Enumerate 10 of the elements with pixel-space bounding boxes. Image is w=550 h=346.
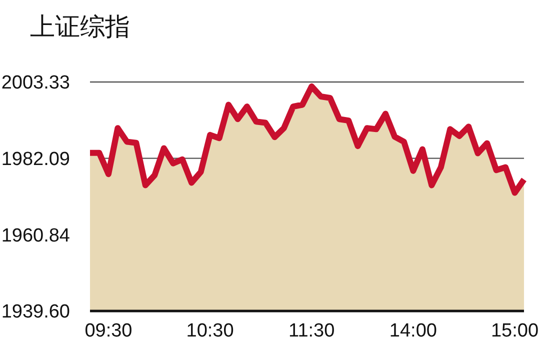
x-tick-label: 15:00 — [490, 320, 539, 342]
y-tick-label: 1939.60 — [1, 302, 70, 323]
chart-title: 上证综指 — [30, 11, 130, 43]
x-tick-label: 14:00 — [389, 320, 437, 342]
x-tick-label: 10:30 — [186, 320, 234, 342]
y-tick-label: 2003.33 — [1, 72, 70, 94]
x-tick-label: 11:30 — [288, 320, 335, 342]
y-tick-label: 1960.84 — [1, 225, 70, 246]
x-tick-label: 09:30 — [84, 320, 132, 342]
y-tick-label: 1982.09 — [1, 149, 70, 170]
